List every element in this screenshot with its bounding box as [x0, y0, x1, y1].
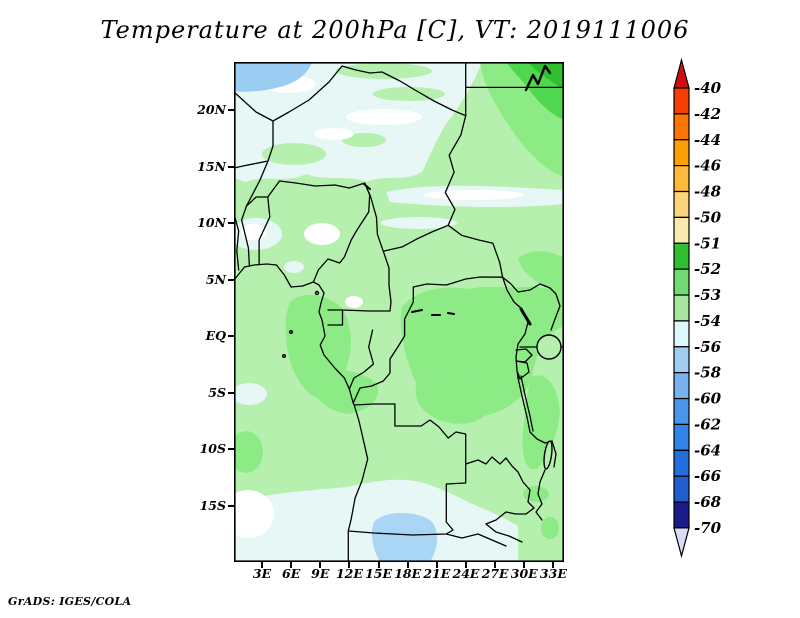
- colorbar-label: -51: [694, 234, 721, 252]
- lake-tanganyika: [517, 375, 534, 433]
- colorbar-label: -68: [694, 493, 722, 511]
- axis-tick: [494, 562, 497, 568]
- lake-albert: [519, 307, 532, 326]
- colorbar-segment: [673, 372, 690, 400]
- colorbar-svg: -40 -42 -44 -46 -48 -50 -51 -52 -53 -54 -56 -58 -60 -…: [673, 57, 722, 559]
- axis-tick: [552, 562, 555, 568]
- colorbar-label: -42: [694, 105, 721, 123]
- colorbar-label: -40: [694, 79, 722, 97]
- lake-malawi: [543, 440, 553, 470]
- lon-axis-label: 9E: [311, 566, 330, 581]
- axis-tick: [319, 562, 322, 568]
- temperature-map: [222, 61, 565, 563]
- colorbar-label: -66: [694, 467, 722, 485]
- grads-credit: GrADS: IGES/COLA: [8, 595, 132, 608]
- axis-tick: [464, 562, 467, 568]
- colorbar-label: -54: [694, 312, 721, 330]
- colorbar-label: -53: [694, 286, 721, 304]
- colorbar-label: -60: [694, 390, 722, 408]
- lon-axis-label: 6E: [282, 566, 301, 581]
- colorbar-label: -44: [694, 131, 721, 149]
- colorbar-label: -48: [694, 183, 722, 201]
- axis-tick: [406, 562, 409, 568]
- lat-axis-label: 10S: [199, 441, 226, 457]
- lat-axis-label: 10N: [197, 215, 226, 231]
- colorbar-segment: [673, 268, 690, 296]
- colorbar-label: -50: [694, 208, 722, 226]
- colorbar-top-arrow: [673, 57, 690, 89]
- coastline: [233, 263, 369, 563]
- lat-axis-label: 5N: [205, 271, 226, 287]
- colorbar-segment: [673, 165, 690, 193]
- colorbar-segment: [673, 113, 690, 141]
- colorbar-bottom-arrow: [673, 527, 690, 559]
- axis-tick: [261, 562, 263, 568]
- lat-axis-label: 20N: [197, 102, 226, 117]
- axis-tick: [377, 562, 380, 568]
- axis-tick: [523, 562, 526, 568]
- lon-axis-label: 18E: [394, 566, 422, 581]
- lon-axis-label: 15E: [365, 566, 393, 581]
- lon-axis-label: 30E: [510, 566, 538, 581]
- colorbar-segment: [673, 397, 690, 426]
- colorbar-segment: [673, 242, 690, 270]
- colorbar-segment: [673, 346, 690, 374]
- lon-axis-label: 21E: [423, 566, 451, 581]
- colorbar-segment: [673, 216, 690, 244]
- lake-victoria: [536, 334, 562, 360]
- axis-tick: [290, 562, 293, 568]
- axis-tick: [348, 562, 351, 568]
- field-shading: [222, 62, 564, 562]
- colorbar-segment: [673, 501, 690, 529]
- map-frame: [234, 62, 564, 562]
- colorbar-segment: [673, 87, 690, 115]
- lat-axis-label: 15N: [197, 158, 226, 174]
- colorbar-label: -64: [694, 441, 721, 459]
- lakes: [282, 290, 562, 470]
- island-sao-tome: [282, 354, 287, 359]
- map-area: [222, 61, 565, 563]
- colorbar-label: -56: [694, 338, 722, 356]
- colorbar-segment: [673, 139, 690, 167]
- colorbar-label: -58: [694, 364, 722, 382]
- lon-axis-label: 12E: [335, 566, 363, 581]
- colorbar-segment: [673, 449, 690, 477]
- lat-axis-label: 15S: [199, 497, 226, 513]
- island-bioko: [314, 290, 320, 296]
- small-lakes: [363, 183, 455, 316]
- lon-axis-label: 27E: [481, 566, 509, 581]
- country-borders: [233, 61, 565, 563]
- colorbar-label: -70: [694, 519, 722, 537]
- colorbar-label: -52: [694, 260, 721, 278]
- lon-axis-label: 24E: [452, 566, 480, 581]
- lat-axis-label: EQ: [205, 328, 226, 344]
- colorbar: -40 -42 -44 -46 -48 -50 -51 -52 -53 -54 -56 -58 -60 -…: [666, 57, 786, 570]
- colorbar-segment: [673, 423, 690, 451]
- lon-axis-label: 33E: [539, 566, 567, 581]
- colorbar-label: -62: [694, 415, 721, 433]
- contour-scribble: [524, 64, 552, 92]
- colorbar-label: -46: [694, 157, 722, 175]
- lat-axis-label: 5S: [208, 384, 226, 400]
- lon-axis-label: 3E: [252, 566, 272, 581]
- colorbar-segment: [673, 320, 690, 348]
- colorbar-segment: [673, 294, 690, 322]
- island-principe: [289, 330, 294, 335]
- plot-title: Temperature at 200hPa [C], VT: 201911100…: [100, 16, 690, 44]
- colorbar-segment: [673, 190, 690, 219]
- colorbar-segment: [673, 475, 690, 503]
- axis-tick: [435, 562, 438, 568]
